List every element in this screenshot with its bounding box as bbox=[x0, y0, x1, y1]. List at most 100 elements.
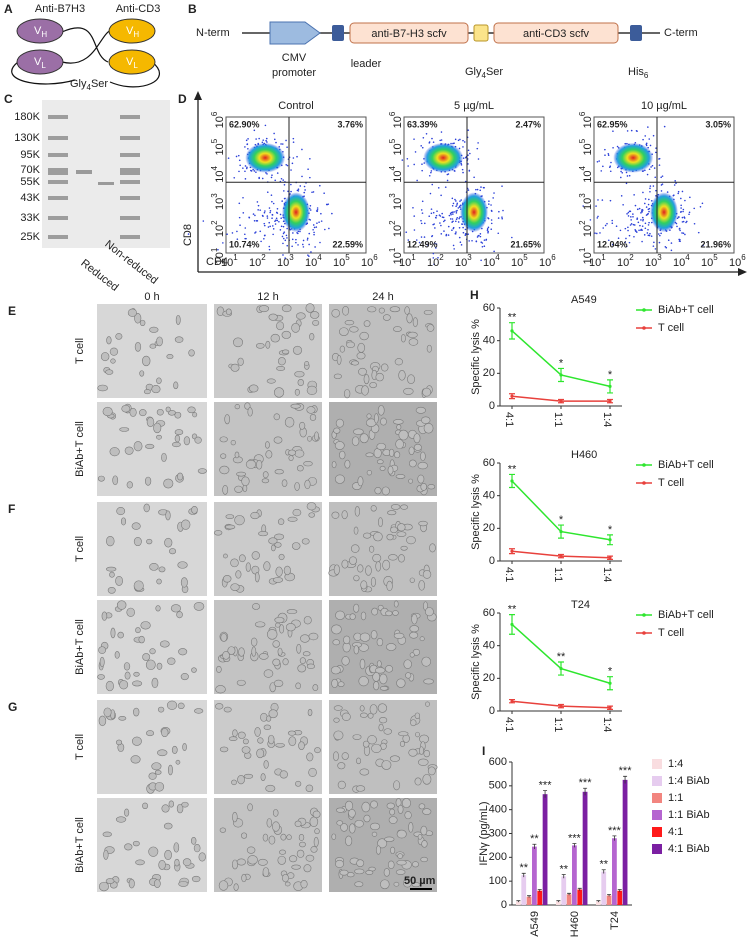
cell bbox=[124, 808, 130, 817]
arrow-head bbox=[738, 268, 747, 276]
promoter-arrow bbox=[269, 21, 321, 45]
cell bbox=[242, 738, 249, 745]
cell bbox=[359, 658, 366, 670]
cell bbox=[355, 785, 366, 792]
cell bbox=[341, 752, 349, 760]
cell bbox=[272, 809, 279, 817]
cell bbox=[174, 336, 184, 343]
y-tick-label: 101 bbox=[388, 247, 404, 264]
x-tick-label: 103 bbox=[277, 253, 294, 269]
cell bbox=[215, 685, 226, 694]
cell bbox=[388, 816, 398, 824]
event-dot bbox=[481, 242, 484, 244]
event-dot bbox=[681, 216, 684, 219]
cell bbox=[336, 820, 344, 826]
cell bbox=[252, 603, 261, 610]
legend-swatch bbox=[652, 844, 662, 854]
event-dot bbox=[604, 224, 607, 227]
y-tick-label: 106 bbox=[210, 111, 226, 128]
cell bbox=[304, 479, 311, 490]
cell bbox=[144, 476, 152, 486]
event-dot bbox=[312, 191, 315, 193]
event-dot bbox=[596, 232, 598, 235]
point bbox=[510, 622, 514, 627]
event-dot bbox=[458, 236, 461, 239]
cell bbox=[378, 517, 383, 528]
event-dot bbox=[231, 232, 234, 234]
event-dot bbox=[702, 244, 704, 247]
cell bbox=[177, 472, 184, 481]
event-dot bbox=[217, 248, 219, 251]
micrograph bbox=[214, 700, 322, 794]
legend-marker bbox=[642, 481, 646, 485]
event-dot bbox=[665, 246, 668, 249]
cell bbox=[396, 678, 406, 688]
cell bbox=[341, 559, 349, 569]
quadrant-percent: 3.05% bbox=[705, 119, 731, 129]
event-dot bbox=[604, 148, 606, 151]
cell bbox=[407, 331, 418, 339]
x-tick-label: 4:1 bbox=[503, 717, 515, 732]
event-dot bbox=[435, 247, 437, 249]
y-tick-label: 40 bbox=[483, 335, 495, 347]
event-dot bbox=[480, 186, 482, 188]
event-dot bbox=[238, 159, 241, 162]
event-dot bbox=[323, 192, 325, 195]
event-dot bbox=[456, 216, 459, 219]
x-tick-label: 101 bbox=[589, 253, 606, 269]
event-dot bbox=[598, 160, 600, 162]
x-tick-label-part: 10 bbox=[729, 257, 741, 269]
cell bbox=[423, 422, 434, 434]
significance: * bbox=[608, 524, 613, 536]
cell bbox=[396, 531, 407, 537]
cell bbox=[123, 662, 131, 671]
cell bbox=[146, 730, 155, 737]
significance: * bbox=[559, 357, 564, 369]
event-dot bbox=[473, 176, 475, 179]
event-dot bbox=[471, 239, 473, 242]
event-dot bbox=[202, 220, 205, 222]
event-dot bbox=[284, 239, 287, 242]
cell bbox=[292, 508, 302, 517]
event-dot bbox=[430, 212, 433, 215]
event-dot bbox=[446, 179, 449, 182]
x-tick-label-part: 1 bbox=[233, 253, 238, 262]
cell bbox=[423, 749, 430, 758]
event-dot bbox=[291, 245, 293, 248]
cell bbox=[297, 664, 307, 673]
cell bbox=[135, 627, 141, 634]
cell bbox=[331, 624, 342, 635]
cell bbox=[274, 533, 285, 540]
event-dot bbox=[454, 232, 457, 235]
point bbox=[559, 666, 563, 671]
event-dot bbox=[263, 211, 266, 214]
domain-label-part: L bbox=[41, 61, 46, 70]
event-dot bbox=[318, 221, 320, 223]
event-dot bbox=[239, 224, 241, 227]
event-dot bbox=[268, 221, 271, 224]
event-dot bbox=[467, 129, 470, 131]
event-dot bbox=[442, 216, 445, 219]
legend-label: BiAb+T cell bbox=[658, 304, 714, 316]
event-dot bbox=[413, 215, 416, 217]
event-dot bbox=[629, 224, 632, 226]
event-dot bbox=[641, 229, 643, 231]
cell bbox=[288, 855, 298, 863]
cell bbox=[341, 510, 348, 520]
cell bbox=[126, 607, 135, 617]
x-tick-label: 1:4 bbox=[601, 412, 613, 427]
event-dot bbox=[589, 219, 592, 221]
event-dot bbox=[269, 225, 271, 228]
cell bbox=[102, 831, 112, 837]
event-dot bbox=[650, 166, 652, 168]
cell bbox=[395, 439, 404, 450]
cell bbox=[216, 665, 222, 673]
cell bbox=[409, 631, 419, 639]
event-dot bbox=[326, 203, 328, 206]
cell bbox=[280, 833, 287, 841]
cell bbox=[116, 600, 127, 610]
y-tick-label-part: 1 bbox=[210, 247, 219, 252]
event-dot bbox=[452, 244, 455, 247]
scfv-box bbox=[493, 22, 619, 44]
event-dot bbox=[283, 197, 286, 200]
